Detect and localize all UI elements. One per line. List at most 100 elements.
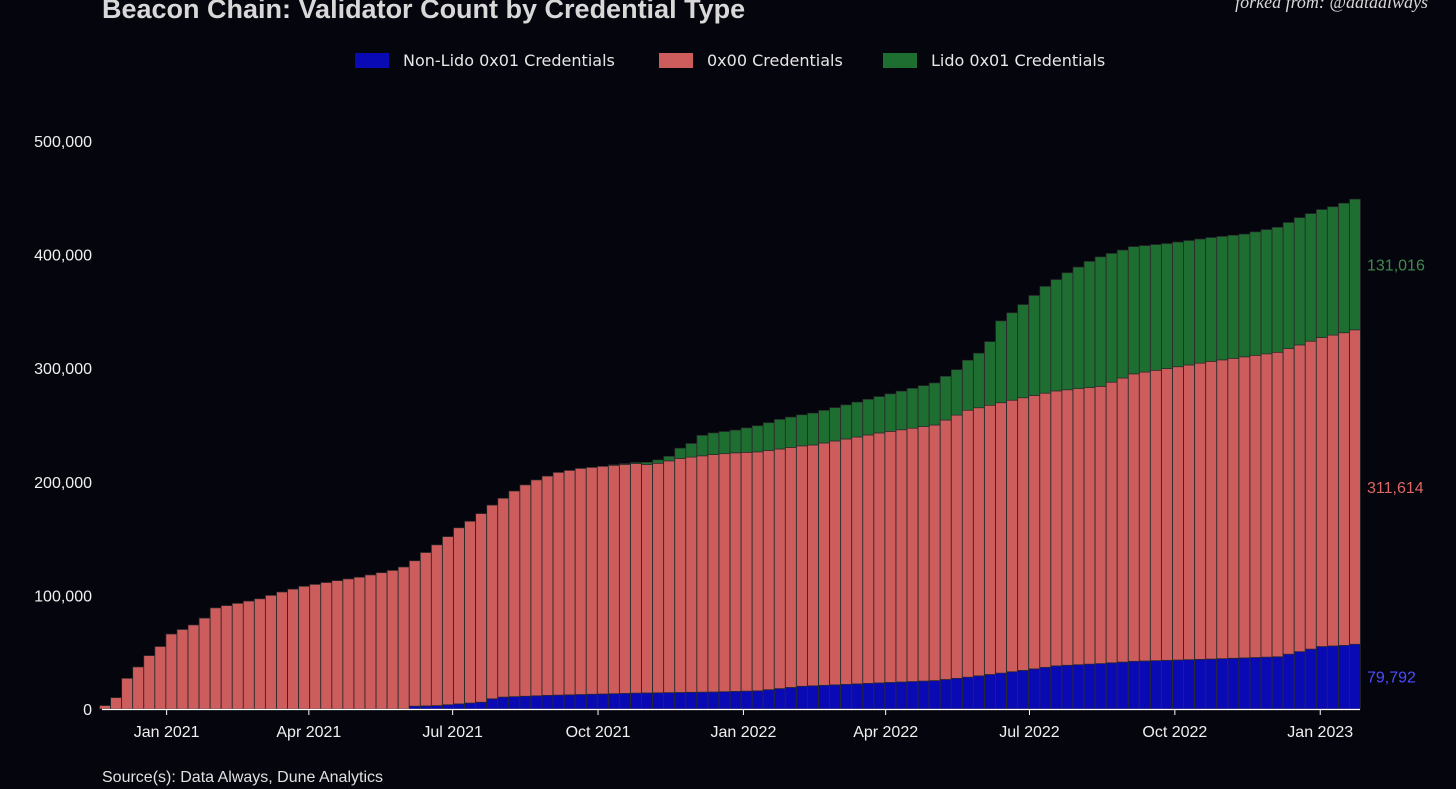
bar-lido	[1139, 245, 1151, 373]
bar-x00	[143, 655, 156, 710]
bar-non_lido	[508, 696, 521, 710]
bar-x00	[209, 607, 222, 710]
bar-x00	[187, 624, 200, 710]
bar-lido	[707, 432, 720, 455]
bar-x00	[198, 617, 211, 710]
bar-non_lido	[973, 675, 985, 710]
bar-x00	[386, 570, 399, 710]
legend-label-0x00: 0x00 Credentials	[707, 50, 843, 70]
bar-lido	[1006, 312, 1018, 401]
legend-swatch-non-lido	[355, 52, 389, 68]
bar-x00	[1349, 329, 1361, 645]
bar-non_lido	[873, 682, 886, 710]
bar-x00	[176, 629, 189, 710]
bar-non_lido	[995, 672, 1007, 710]
bar-non_lido	[729, 691, 742, 710]
bar-non_lido	[1127, 660, 1140, 710]
bar-non_lido	[1304, 648, 1317, 710]
bar-lido	[1249, 231, 1262, 356]
bar-lido	[840, 404, 852, 440]
bar-lido	[1205, 237, 1217, 362]
bar-lido	[785, 416, 797, 448]
bar-lido	[873, 396, 886, 434]
bar-non_lido	[453, 703, 465, 710]
bar-non_lido	[464, 702, 476, 710]
bar-x00	[740, 452, 753, 692]
bar-lido	[939, 375, 952, 421]
x-tick-label: Jul 2022	[999, 724, 1060, 741]
bar-lido	[608, 464, 620, 466]
bar-non_lido	[862, 683, 875, 710]
x-tick-label: Oct 2021	[566, 724, 631, 741]
bar-x00	[220, 605, 233, 710]
bar-non_lido	[696, 691, 709, 710]
bar-non_lido	[884, 682, 897, 710]
bar-non_lido	[1061, 664, 1074, 710]
bar-x00	[276, 591, 288, 710]
bar-non_lido	[1105, 662, 1118, 710]
bar-non_lido	[851, 683, 863, 710]
legend-label-lido: Lido 0x01 Credentials	[931, 50, 1106, 70]
bar-non_lido	[541, 695, 554, 710]
bar-lido	[1194, 238, 1206, 364]
bar-x00	[287, 588, 299, 710]
bar-lido	[1304, 213, 1317, 342]
bar-non_lido	[906, 681, 919, 710]
bar-lido	[917, 385, 930, 427]
end-value-label-x00: 311,614	[1367, 480, 1424, 497]
bar-x00	[950, 414, 963, 679]
bar-x00	[751, 451, 764, 692]
bar-x00	[99, 705, 111, 710]
bar-x00	[431, 544, 443, 706]
bar-x00	[973, 407, 985, 677]
source-note: Source(s): Data Always, Dune Analytics	[102, 769, 384, 786]
bar-non_lido	[585, 693, 598, 710]
bar-non_lido	[663, 692, 675, 710]
bar-x00	[331, 580, 344, 710]
bar-x00	[962, 409, 974, 678]
bar-non_lido	[1006, 671, 1018, 710]
x-tick-label: Jan 2022	[711, 724, 777, 741]
bar-x00	[231, 602, 244, 710]
bar-x00	[453, 527, 465, 705]
bar-non_lido	[1028, 668, 1040, 710]
bar-non_lido	[475, 701, 487, 710]
bar-x00	[1183, 364, 1195, 661]
bar-non_lido	[630, 692, 642, 710]
bar-non_lido	[652, 692, 664, 710]
bar-x00	[1172, 366, 1184, 661]
bar-non_lido	[519, 695, 532, 710]
bar-x00	[1260, 353, 1273, 658]
bar-x00	[497, 497, 509, 698]
bar-lido	[1227, 234, 1240, 359]
y-tick-label: 400,000	[34, 248, 92, 265]
bar-lido	[1349, 198, 1361, 331]
bar-non_lido	[1271, 656, 1284, 710]
bar-lido	[1271, 226, 1284, 353]
chart-title: Beacon Chain: Validator Count by Credent…	[102, 0, 746, 24]
bar-x00	[895, 429, 908, 683]
bar-lido	[796, 414, 808, 447]
bar-lido	[1216, 236, 1229, 361]
bar-x00	[420, 552, 432, 707]
bar-lido	[1105, 253, 1118, 383]
bar-x00	[408, 560, 421, 707]
bar-lido	[862, 399, 875, 436]
bar-x00	[1161, 368, 1173, 661]
bar-non_lido	[1139, 660, 1151, 710]
bar-x00	[1028, 395, 1040, 670]
bar-non_lido	[1349, 643, 1361, 710]
bar-x00	[939, 419, 952, 680]
end-value-label-lido: 131,016	[1367, 257, 1425, 274]
bar-x00	[818, 442, 830, 686]
y-tick-label: 0	[83, 702, 92, 719]
bar-lido	[950, 369, 963, 416]
bar-x00	[1105, 381, 1118, 664]
bar-x00	[353, 576, 366, 710]
bar-non_lido	[641, 692, 653, 710]
bar-x00	[840, 438, 852, 685]
bar-x00	[121, 677, 133, 710]
bar-x00	[254, 598, 266, 710]
bar-non_lido	[762, 689, 775, 710]
bar-lido	[641, 461, 653, 465]
